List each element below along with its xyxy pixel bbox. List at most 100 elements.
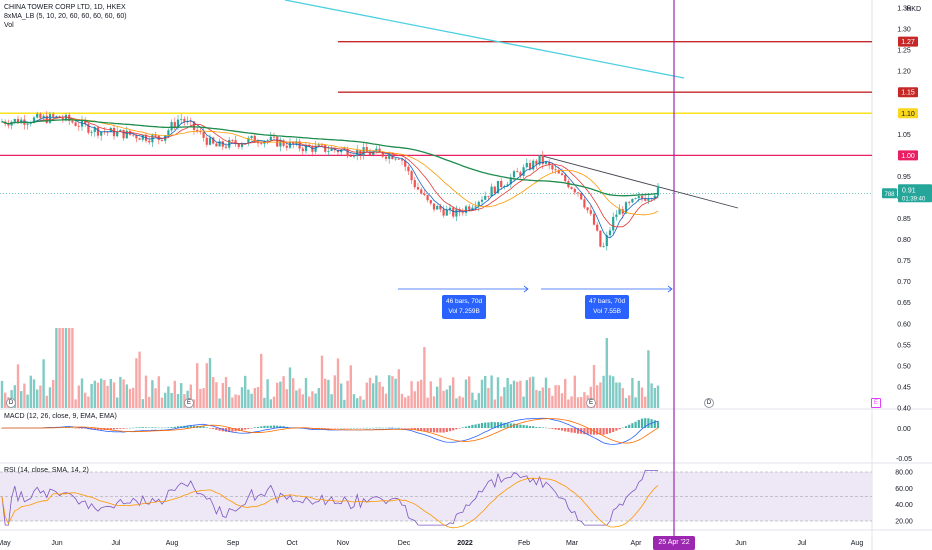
candle-body <box>269 136 272 141</box>
macd-histogram-bar <box>647 418 650 428</box>
macd-histogram-bar <box>567 428 570 432</box>
time-axis-label: Jul <box>112 540 121 547</box>
macd-histogram-bar <box>570 428 573 433</box>
macd-histogram-bar <box>656 421 660 428</box>
volume-bar <box>391 376 394 408</box>
ma-indicator-label[interactable]: 8xMA_LB (5, 10, 20, 60, 60, 60, 60, 60) <box>4 13 127 20</box>
volume-bar <box>167 386 170 408</box>
macd-histogram-bar <box>84 428 87 429</box>
candle-body <box>378 148 381 152</box>
price-level-tag: 1.27 <box>898 36 918 47</box>
macd-histogram-bar <box>176 426 180 428</box>
volume-bar <box>234 394 237 408</box>
price-tick-label: 0.85 <box>897 216 911 223</box>
measure-box-1[interactable]: 46 bars, 70d Vol 7.259B <box>442 295 487 319</box>
macd-histogram-bar <box>96 428 100 430</box>
candle-body <box>432 203 436 210</box>
macd-pane-label[interactable]: MACD (12, 26, close, 9, EMA, EMA) <box>4 413 117 420</box>
candle-body <box>362 147 365 156</box>
price-level-tag-bg <box>898 87 918 98</box>
candle-body <box>365 147 368 152</box>
candle-body <box>295 141 298 145</box>
candle-body <box>253 135 256 143</box>
macd-histogram-bar <box>250 428 253 429</box>
macd-histogram-bar <box>388 427 391 429</box>
price-tick-label: 0.95 <box>897 174 911 181</box>
candle-body <box>637 196 640 199</box>
measure-1-volume: Vol 7.259B <box>448 308 480 315</box>
macd-histogram-bar <box>247 428 250 430</box>
volume-bar <box>644 396 647 408</box>
volume-bar <box>317 388 320 408</box>
last-price-tag-bg <box>898 184 932 203</box>
volume-bar <box>368 377 372 408</box>
candle-body <box>608 230 612 236</box>
macd-histogram-bar <box>637 419 640 428</box>
dividend-marker[interactable]: D <box>704 398 714 408</box>
rsi-pane-label[interactable]: RSI (14, close, SMA, 14, 2) <box>4 467 89 474</box>
volume-bar <box>240 387 244 408</box>
macd-histogram-bar <box>346 428 349 429</box>
volume-bar <box>64 328 68 408</box>
macd-histogram-bar <box>68 427 71 428</box>
volume-bar <box>573 375 576 408</box>
time-axis-label: Dec <box>398 540 411 547</box>
symbol-legend[interactable]: CHINA TOWER CORP LTD, 1D, HKEX 8xMA_LB (… <box>4 3 127 30</box>
candle-body <box>429 200 432 204</box>
price-tick-label: 0.70 <box>897 279 911 286</box>
volume-bar <box>452 377 455 408</box>
volume-bar <box>474 399 477 408</box>
candle-body <box>388 154 391 159</box>
candle-body <box>292 141 295 145</box>
candle-body <box>148 140 151 143</box>
measure-box-2[interactable]: 47 bars, 70d Vol 7.55B <box>585 295 630 319</box>
macd-histogram-bar <box>496 422 500 428</box>
currency-label: HKD <box>906 6 921 13</box>
volume-bar <box>468 376 471 408</box>
candle-body <box>436 205 439 210</box>
volume-bar <box>298 388 301 408</box>
candle-body <box>516 171 519 173</box>
dividend-marker[interactable]: E <box>586 398 596 408</box>
macd-histogram-bar <box>554 428 557 430</box>
macd-histogram-bar <box>557 428 560 430</box>
volume-bar <box>439 377 442 408</box>
macd-histogram-bar <box>218 428 221 431</box>
candle-body <box>256 142 260 144</box>
candle-body <box>96 127 100 136</box>
macd-histogram-bar <box>522 425 525 428</box>
volume-bar <box>410 381 413 408</box>
candle-body <box>576 192 580 194</box>
dividend-marker[interactable]: E <box>184 398 194 408</box>
volume-bar <box>160 397 164 408</box>
price-tick-label: 0.60 <box>897 321 911 328</box>
macd-histogram-bar <box>634 421 637 428</box>
macd-histogram-bar <box>330 428 333 429</box>
macd-histogram-bar <box>375 427 378 429</box>
candle-body <box>32 117 36 123</box>
candle-body <box>336 150 340 153</box>
macd-histogram-bar <box>308 428 311 430</box>
dividend-marker[interactable]: D <box>6 398 16 408</box>
volume-bar <box>423 347 426 408</box>
price-tick-label: 1.05 <box>897 132 911 139</box>
rsi-label: RSI (14, close, SMA, 14, 2) <box>4 467 89 474</box>
price-level-tag-text: 1.00 <box>901 153 915 160</box>
volume-bar <box>484 375 487 408</box>
macd-histogram-bar <box>439 428 442 433</box>
earnings-marker[interactable]: E <box>871 398 881 408</box>
rsi-tick-label: 60.00 <box>895 486 913 493</box>
candle-body <box>106 131 109 133</box>
volume-indicator-label[interactable]: Vol <box>4 22 14 29</box>
price-tick-label: 1.25 <box>897 48 911 55</box>
macd-histogram-bar <box>378 427 381 429</box>
volume-bar <box>128 388 132 408</box>
macd-histogram-bar <box>509 423 512 428</box>
macd-histogram-bar <box>173 426 176 428</box>
macd-histogram-bar <box>349 427 352 429</box>
macd-histogram-bar <box>503 422 506 428</box>
candle-body <box>509 177 512 185</box>
macd-histogram-bar <box>413 428 416 431</box>
